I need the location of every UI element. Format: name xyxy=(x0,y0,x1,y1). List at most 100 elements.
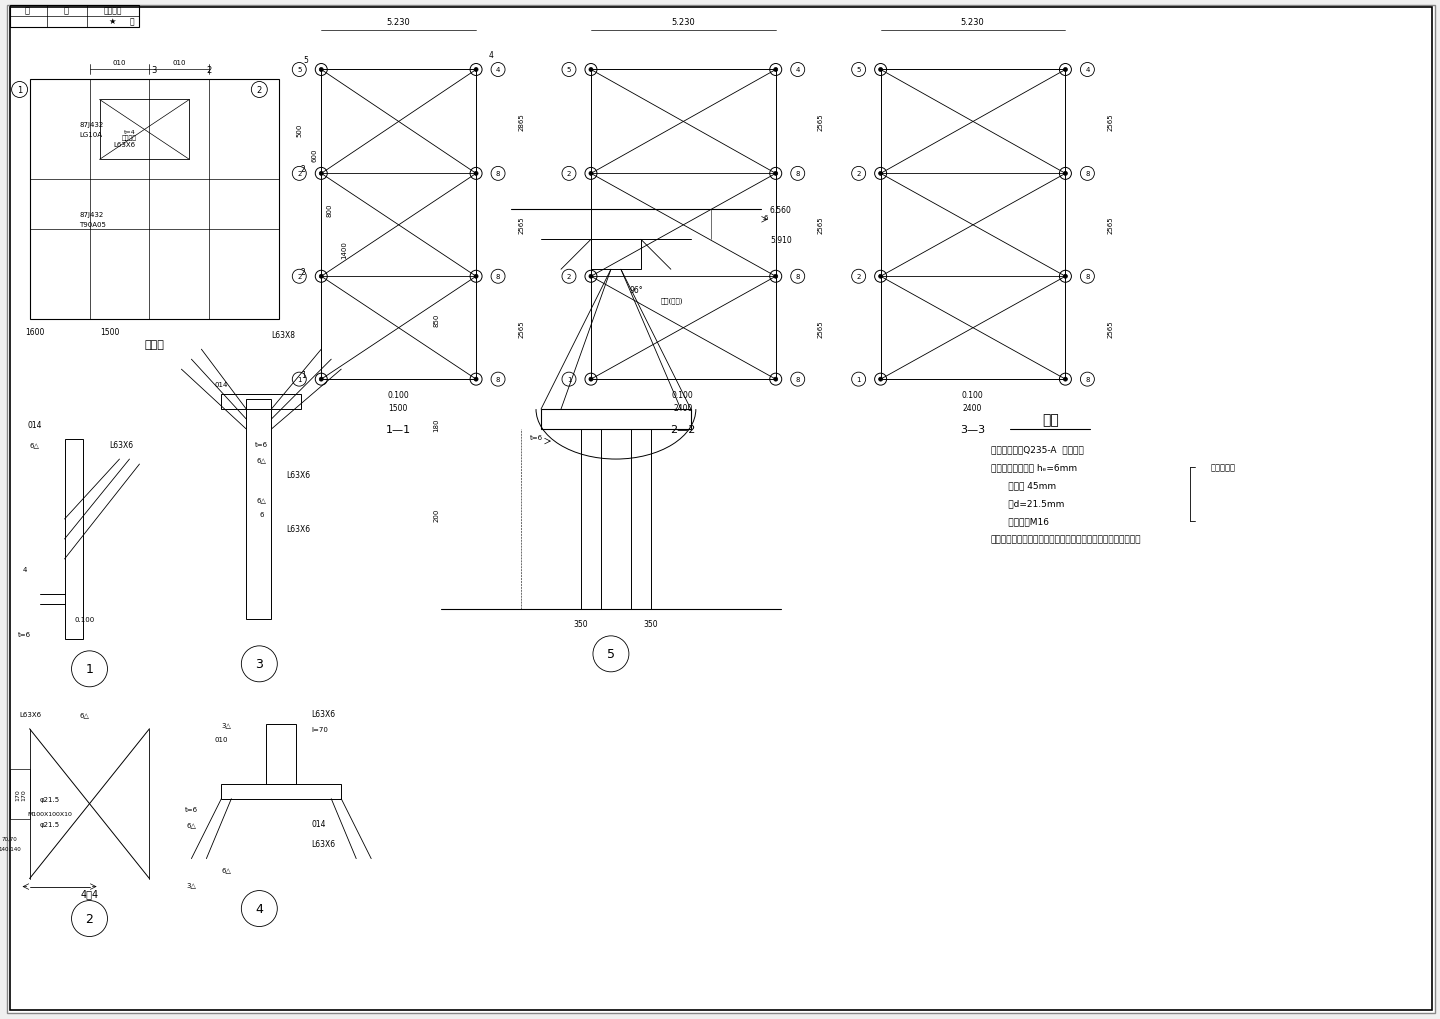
Text: 2400: 2400 xyxy=(963,404,982,413)
Text: LG10A: LG10A xyxy=(79,132,102,139)
Text: 5: 5 xyxy=(304,56,308,65)
Circle shape xyxy=(878,275,883,279)
FancyBboxPatch shape xyxy=(7,5,1436,1014)
Text: 70,70: 70,70 xyxy=(1,837,17,842)
Text: 5: 5 xyxy=(606,648,615,660)
Text: 1400: 1400 xyxy=(341,242,347,259)
Text: 200: 200 xyxy=(433,507,439,521)
Text: 2565: 2565 xyxy=(818,113,824,131)
Text: 6△: 6△ xyxy=(30,441,39,447)
Text: 8: 8 xyxy=(495,377,500,383)
Circle shape xyxy=(773,172,778,176)
Text: 800: 800 xyxy=(327,204,333,217)
Circle shape xyxy=(773,68,778,72)
Circle shape xyxy=(589,275,593,279)
Circle shape xyxy=(1063,68,1067,72)
Text: 2565: 2565 xyxy=(818,320,824,337)
Bar xyxy=(222,784,341,799)
Text: 6: 6 xyxy=(763,215,768,221)
Text: 170: 170 xyxy=(22,788,26,800)
Text: 87J432: 87J432 xyxy=(79,212,104,218)
Text: 5.910: 5.910 xyxy=(770,235,792,245)
Text: 2: 2 xyxy=(297,171,301,177)
Bar xyxy=(631,430,651,609)
Text: 6.560: 6.560 xyxy=(770,206,792,215)
Text: 钢板(弯制): 钢板(弯制) xyxy=(661,297,684,304)
Circle shape xyxy=(320,172,323,176)
Text: 8: 8 xyxy=(495,171,500,177)
Text: 1: 1 xyxy=(85,662,94,676)
Text: 8: 8 xyxy=(495,274,500,280)
Text: t=4
标准做法: t=4 标准做法 xyxy=(122,129,137,141)
Text: 2400: 2400 xyxy=(672,404,693,413)
Bar xyxy=(10,5,140,28)
Text: L63X6: L63X6 xyxy=(287,470,311,479)
Text: 180: 180 xyxy=(433,418,439,431)
Text: 2: 2 xyxy=(85,912,94,925)
Text: 2565: 2565 xyxy=(1107,113,1113,131)
Text: 8: 8 xyxy=(1086,171,1090,177)
Text: L63X6: L63X6 xyxy=(109,440,134,449)
Bar xyxy=(222,394,301,410)
Text: 8: 8 xyxy=(795,377,801,383)
Text: 4: 4 xyxy=(795,67,799,73)
Text: 4: 4 xyxy=(495,67,500,73)
Text: 140,140: 140,140 xyxy=(0,847,22,851)
Text: 注明者除外: 注明者除外 xyxy=(1210,463,1236,472)
Text: ★: ★ xyxy=(109,17,117,26)
Text: t=6: t=6 xyxy=(19,631,32,637)
Text: T90A05: T90A05 xyxy=(79,222,107,228)
Text: 2: 2 xyxy=(256,86,262,95)
Text: 4: 4 xyxy=(488,51,494,60)
Text: 4: 4 xyxy=(23,567,27,573)
Text: 图: 图 xyxy=(63,6,69,15)
Text: 87J432: 87J432 xyxy=(79,122,104,128)
Text: 4－4: 4－4 xyxy=(81,889,98,899)
Text: L63X8: L63X8 xyxy=(271,330,295,339)
Circle shape xyxy=(878,172,883,176)
Circle shape xyxy=(878,378,883,382)
Text: 5.230: 5.230 xyxy=(671,18,694,28)
Text: 平面图: 平面图 xyxy=(144,340,164,350)
Text: L63X6: L63X6 xyxy=(311,709,336,718)
Text: 5.230: 5.230 xyxy=(386,18,410,28)
Text: 3△: 3△ xyxy=(222,721,232,727)
Text: 2: 2 xyxy=(207,66,212,75)
Text: 5: 5 xyxy=(857,67,861,73)
Text: 0.100: 0.100 xyxy=(387,390,409,399)
Circle shape xyxy=(589,172,593,176)
Circle shape xyxy=(474,275,478,279)
Text: t=6: t=6 xyxy=(255,441,268,447)
Text: 500: 500 xyxy=(297,123,302,137)
Text: 5: 5 xyxy=(567,67,572,73)
Text: 010: 010 xyxy=(215,736,228,742)
Text: 1: 1 xyxy=(857,377,861,383)
Text: 6△: 6△ xyxy=(256,496,266,502)
Text: 96°: 96° xyxy=(629,285,642,294)
Text: 2: 2 xyxy=(857,274,861,280)
Text: φ21.5: φ21.5 xyxy=(39,821,59,826)
Text: 5: 5 xyxy=(297,67,301,73)
Text: 孔d=21.5mm: 孔d=21.5mm xyxy=(991,499,1064,508)
Text: 8: 8 xyxy=(1086,377,1090,383)
Circle shape xyxy=(773,275,778,279)
Text: M100X100X10: M100X100X10 xyxy=(27,811,72,816)
Text: 0.100: 0.100 xyxy=(962,390,984,399)
Text: 0.100: 0.100 xyxy=(75,616,95,623)
Text: 4: 4 xyxy=(255,902,264,915)
Circle shape xyxy=(878,68,883,72)
Circle shape xyxy=(1063,378,1067,382)
Bar xyxy=(99,100,190,160)
Text: 2: 2 xyxy=(567,274,572,280)
Bar xyxy=(541,410,691,430)
Text: 6△: 6△ xyxy=(256,457,266,463)
Text: t=6: t=6 xyxy=(530,435,543,440)
Text: 夸圆径 45mm: 夸圆径 45mm xyxy=(991,481,1056,490)
Text: 2: 2 xyxy=(857,171,861,177)
Circle shape xyxy=(320,378,323,382)
Bar xyxy=(881,70,1066,380)
Text: 010: 010 xyxy=(173,59,186,65)
Text: 8: 8 xyxy=(1086,274,1090,280)
Text: l=70: l=70 xyxy=(311,727,328,732)
Text: 8: 8 xyxy=(795,274,801,280)
